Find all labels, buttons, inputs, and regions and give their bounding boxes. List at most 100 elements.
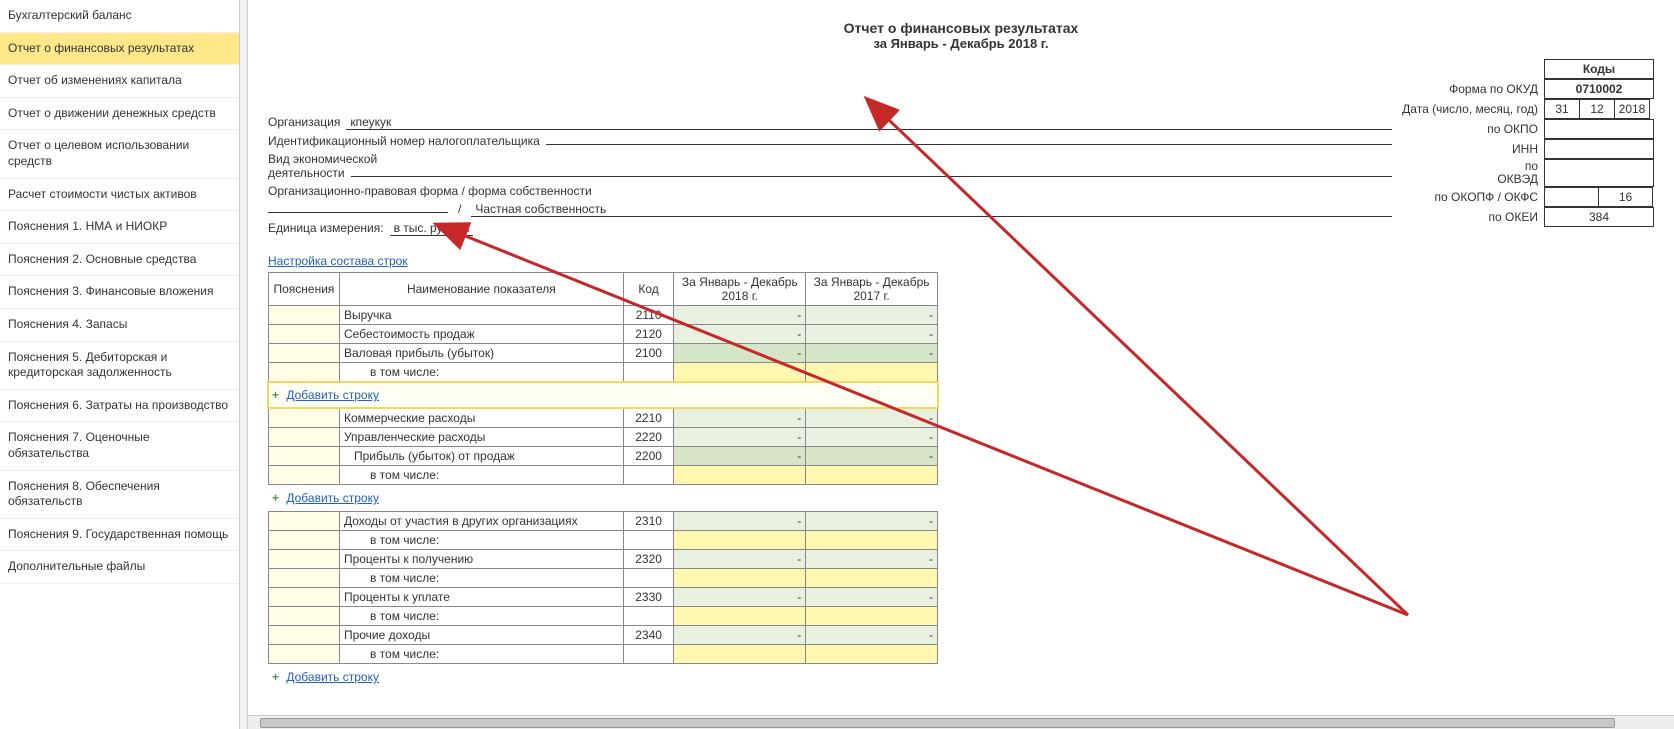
- horizontal-scrollbar[interactable]: [248, 715, 1674, 729]
- cell-period2[interactable]: -: [806, 306, 938, 325]
- sidebar-item[interactable]: Отчет о финансовых результатах: [0, 33, 239, 66]
- cell-period1[interactable]: -: [674, 550, 806, 569]
- sidebar-item[interactable]: Пояснения 5. Дебиторская и кредиторская …: [0, 342, 239, 390]
- sidebar-item[interactable]: Пояснения 2. Основные средства: [0, 244, 239, 277]
- ownership-value[interactable]: Частная собственность: [471, 202, 1392, 217]
- cell-expl[interactable]: [269, 550, 340, 569]
- cell-expl[interactable]: [269, 466, 340, 485]
- sidebar-item[interactable]: Отчет о движении денежных средств: [0, 98, 239, 131]
- cell-expl[interactable]: [269, 447, 340, 466]
- scrollbar-thumb[interactable]: [260, 718, 1615, 728]
- add-row-link-3[interactable]: Добавить строку: [286, 670, 379, 684]
- cell-period1[interactable]: [674, 569, 806, 588]
- cell-expl[interactable]: [269, 409, 340, 428]
- cell-expl[interactable]: [269, 344, 340, 363]
- cell-period1[interactable]: [674, 607, 806, 626]
- sidebar-item[interactable]: Дополнительные файлы: [0, 551, 239, 584]
- cell-period2[interactable]: -: [806, 626, 938, 645]
- okopf-v1[interactable]: [1544, 187, 1599, 207]
- cell-period1[interactable]: -: [674, 344, 806, 363]
- cell-period1[interactable]: [674, 363, 806, 382]
- cell-code: [623, 363, 674, 382]
- cell-period2[interactable]: -: [806, 550, 938, 569]
- ownership-blank[interactable]: [268, 212, 448, 213]
- cell-period2[interactable]: -: [806, 325, 938, 344]
- cell-period2[interactable]: -: [806, 428, 938, 447]
- cell-period1[interactable]: -: [674, 447, 806, 466]
- cell-expl[interactable]: [269, 531, 340, 550]
- cell-expl[interactable]: [269, 512, 340, 531]
- cell-period2[interactable]: [806, 531, 938, 550]
- cell-period1[interactable]: -: [674, 588, 806, 607]
- add-row-link-2[interactable]: Добавить строку: [286, 491, 379, 505]
- activity-label1: Вид экономической: [268, 152, 377, 166]
- activity-value[interactable]: [351, 176, 1393, 177]
- sidebar-item[interactable]: Бухгалтерский баланс: [0, 0, 239, 33]
- cell-expl[interactable]: [269, 588, 340, 607]
- th-name: Наименование показателя: [339, 273, 623, 306]
- sidebar-item[interactable]: Пояснения 3. Финансовые вложения: [0, 276, 239, 309]
- okud-label: Форма по ОКУД: [1402, 82, 1544, 96]
- plus-icon: +: [272, 491, 279, 505]
- cell-name: Выручка: [339, 306, 623, 325]
- cell-period1[interactable]: [674, 531, 806, 550]
- cell-code: 2200: [623, 447, 674, 466]
- cell-period2[interactable]: -: [806, 409, 938, 428]
- cell-name: в том числе:: [339, 607, 623, 626]
- sidebar-item[interactable]: Отчет о целевом использовании средств: [0, 130, 239, 178]
- cell-period1[interactable]: [674, 645, 806, 664]
- config-rows-link[interactable]: Настройка состава строк: [268, 254, 408, 268]
- cell-expl[interactable]: [269, 428, 340, 447]
- cell-period1[interactable]: -: [674, 306, 806, 325]
- cell-period2[interactable]: [806, 569, 938, 588]
- sidebar-item[interactable]: Пояснения 6. Затраты на производство: [0, 390, 239, 423]
- table-row: Прочие доходы2340--: [269, 626, 938, 645]
- add-row-wrapper-3: + Добавить строку: [268, 664, 938, 690]
- cell-expl[interactable]: [269, 607, 340, 626]
- cell-expl[interactable]: [269, 645, 340, 664]
- cell-period2[interactable]: -: [806, 447, 938, 466]
- cell-period1[interactable]: [674, 466, 806, 485]
- cell-code: 2220: [623, 428, 674, 447]
- meta-unit: Единица измерения: в тыс. рублей: [268, 221, 1392, 236]
- cell-expl[interactable]: [269, 626, 340, 645]
- sidebar-item[interactable]: Пояснения 7. Оценочные обязательства: [0, 422, 239, 470]
- cell-expl[interactable]: [269, 325, 340, 344]
- sidebar-item[interactable]: Пояснения 1. НМА и НИОКР: [0, 211, 239, 244]
- sidebar-item[interactable]: Пояснения 4. Запасы: [0, 309, 239, 342]
- cell-period1[interactable]: -: [674, 512, 806, 531]
- table-row: Управленческие расходы2220--: [269, 428, 938, 447]
- cell-period2[interactable]: -: [806, 512, 938, 531]
- cell-period1[interactable]: -: [674, 325, 806, 344]
- cell-period2[interactable]: -: [806, 588, 938, 607]
- sidebar-item[interactable]: Пояснения 8. Обеспечения обязательств: [0, 471, 239, 519]
- cell-period1[interactable]: -: [674, 626, 806, 645]
- cell-name: в том числе:: [339, 531, 623, 550]
- cell-expl[interactable]: [269, 363, 340, 382]
- cell-period1[interactable]: -: [674, 428, 806, 447]
- org-value[interactable]: кпеукук: [346, 115, 1392, 130]
- cell-period1[interactable]: -: [674, 409, 806, 428]
- table-row: в том числе:: [269, 466, 938, 485]
- cell-period2[interactable]: [806, 466, 938, 485]
- sidebar-item[interactable]: Расчет стоимости чистых активов: [0, 179, 239, 212]
- unit-value[interactable]: в тыс. рублей: [390, 221, 474, 236]
- cell-period2[interactable]: [806, 607, 938, 626]
- cell-code: 2100: [623, 344, 674, 363]
- okpo-value[interactable]: [1544, 119, 1654, 139]
- cell-period2[interactable]: [806, 363, 938, 382]
- table-row: Коммерческие расходы2210--: [269, 409, 938, 428]
- add-row-link-1[interactable]: Добавить строку: [286, 388, 379, 402]
- inn-code-value[interactable]: [1544, 139, 1654, 159]
- sidebar-item[interactable]: Пояснения 9. Государственная помощь: [0, 519, 239, 552]
- report-header: Отчет о финансовых результатах за Январь…: [268, 20, 1654, 51]
- cell-expl[interactable]: [269, 569, 340, 588]
- cell-period2[interactable]: [806, 645, 938, 664]
- inn-value[interactable]: [546, 144, 1392, 145]
- cell-expl[interactable]: [269, 306, 340, 325]
- sidebar-item[interactable]: Отчет об изменениях капитала: [0, 65, 239, 98]
- okved-value[interactable]: [1544, 159, 1654, 187]
- divider[interactable]: [240, 0, 248, 729]
- th-period2: За Январь - Декабрь 2017 г.: [806, 273, 938, 306]
- cell-period2[interactable]: -: [806, 344, 938, 363]
